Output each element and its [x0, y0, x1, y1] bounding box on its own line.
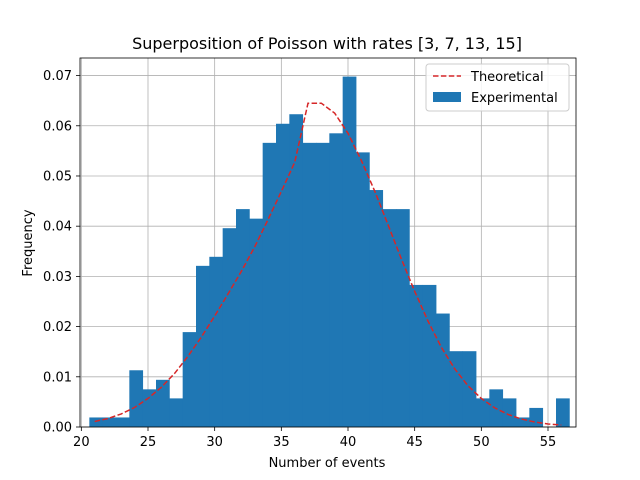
x-tick-label: 25 — [140, 435, 157, 450]
histogram-bar — [409, 284, 424, 427]
histogram-bar — [356, 152, 370, 427]
histogram-bar — [169, 398, 184, 427]
histogram-bar — [529, 407, 544, 427]
x-tick-label: 55 — [540, 435, 557, 450]
histogram-bar — [382, 209, 397, 427]
histogram-bar — [449, 351, 464, 427]
histogram-bar — [116, 417, 130, 427]
histogram-bar — [262, 142, 277, 427]
x-tick-label: 50 — [473, 435, 490, 450]
y-ticks: 0.00 0.01 0.02 0.03 0.04 0.05 0.06 0.07 — [43, 69, 80, 436]
y-tick-label: 0.05 — [43, 169, 72, 184]
histogram-bar — [369, 190, 384, 427]
y-tick-label: 0.04 — [43, 220, 72, 235]
histogram-bar — [302, 142, 317, 427]
y-tick-label: 0.07 — [43, 69, 72, 84]
theoretical-line — [94, 102, 562, 426]
y-tick-label: 0.02 — [43, 320, 72, 335]
histogram-bar — [329, 133, 344, 427]
histogram-bar — [516, 417, 530, 427]
x-tick-label: 40 — [340, 435, 357, 450]
histogram-bar — [236, 209, 250, 427]
y-tick-label: 0.01 — [43, 370, 72, 385]
y-axis-label: Frequency — [21, 209, 36, 276]
legend-experimental-swatch — [433, 92, 461, 102]
histogram-bar — [436, 313, 450, 427]
histogram-bar — [476, 398, 490, 427]
histogram-bar — [342, 76, 357, 428]
histogram-bar — [182, 332, 197, 427]
histogram-bar — [556, 398, 570, 427]
legend-box — [425, 63, 570, 112]
chart-title: Superposition of Poisson with rates [3, … — [132, 34, 522, 53]
axes-frame — [79, 57, 577, 428]
histogram-bar — [396, 209, 410, 427]
y-tick-label: 0.06 — [43, 119, 72, 134]
legend: Theoretical Experimental — [425, 63, 570, 112]
x-tick-label: 30 — [206, 435, 223, 450]
histogram-bar — [422, 284, 437, 427]
x-tick-label: 35 — [273, 435, 290, 450]
histogram-bar — [316, 142, 330, 427]
histogram-bars — [89, 76, 570, 428]
x-tick-label: 20 — [73, 435, 90, 450]
histogram-bar — [276, 123, 290, 428]
legend-experimental-label: Experimental — [471, 91, 558, 106]
histogram-bar — [102, 417, 117, 427]
histogram-bar — [129, 370, 144, 427]
histogram-bar — [249, 218, 264, 427]
histogram-bar — [289, 114, 304, 427]
x-tick-label: 45 — [406, 435, 423, 450]
histogram-bar — [209, 256, 224, 427]
histogram-bar — [462, 351, 477, 427]
histogram-bar — [196, 265, 210, 427]
x-axis-label: Number of events — [269, 456, 386, 471]
y-tick-label: 0.03 — [43, 270, 72, 285]
histogram-bar — [142, 389, 157, 427]
histogram-bar — [502, 398, 517, 427]
theoretical-line-group — [94, 102, 562, 426]
y-tick-label: 0.00 — [43, 421, 72, 436]
histogram-bar — [222, 228, 237, 427]
histogram-bar — [156, 379, 170, 427]
histogram-bar — [89, 417, 104, 427]
legend-theoretical-label: Theoretical — [470, 70, 544, 85]
x-ticks: 20 25 30 35 40 45 50 55 — [73, 427, 556, 450]
